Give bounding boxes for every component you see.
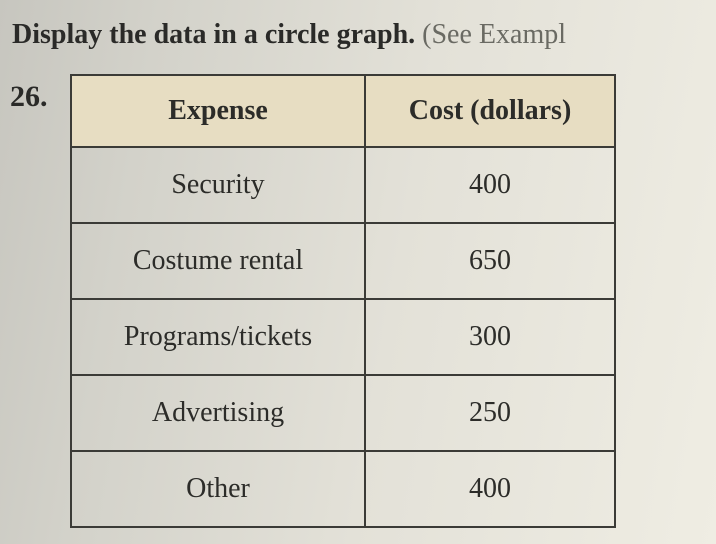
table-row: Advertising 250	[71, 375, 615, 451]
cell-cost: 650	[365, 223, 615, 299]
expense-table: Expense Cost (dollars) Security 400 Cost…	[70, 74, 616, 528]
cell-expense: Programs/tickets	[71, 299, 365, 375]
textbook-page: Display the data in a circle graph. (See…	[0, 0, 716, 544]
header-expense: Expense	[71, 75, 365, 147]
instruction-line: Display the data in a circle graph. (See…	[12, 18, 716, 52]
instruction-light: (See Exampl	[415, 19, 566, 50]
cell-cost: 250	[365, 375, 615, 451]
cell-cost: 300	[365, 299, 615, 375]
cell-expense: Security	[71, 147, 365, 223]
table-row: Costume rental 650	[71, 223, 615, 299]
table-row: Programs/tickets 300	[71, 299, 615, 375]
instruction-bold: Display the data in a circle graph.	[12, 19, 415, 50]
table-header-row: Expense Cost (dollars)	[71, 75, 615, 147]
cell-cost: 400	[365, 147, 615, 223]
cell-cost: 400	[365, 451, 615, 527]
cell-expense: Other	[71, 451, 365, 527]
table-row: Other 400	[71, 451, 615, 527]
header-cost: Cost (dollars)	[365, 75, 615, 147]
table-row: Security 400	[71, 147, 615, 223]
problem-row: 26. Expense Cost (dollars) Security 400 …	[8, 74, 716, 528]
cell-expense: Advertising	[71, 375, 365, 451]
cell-expense: Costume rental	[71, 223, 365, 299]
problem-number: 26.	[8, 74, 70, 114]
